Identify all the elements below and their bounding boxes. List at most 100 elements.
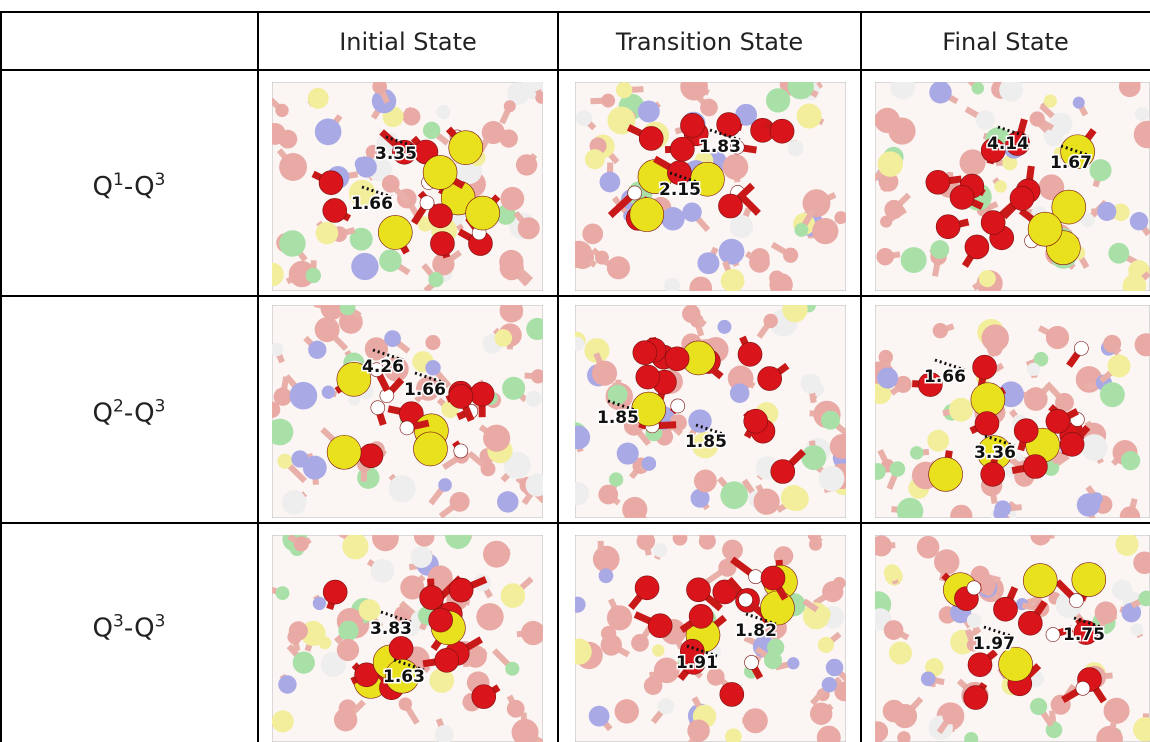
- atom: [293, 652, 315, 674]
- atom: [788, 73, 814, 99]
- atom: [821, 411, 840, 430]
- superscript: 3: [113, 612, 124, 632]
- atom: [340, 300, 356, 316]
- atom: [897, 498, 924, 525]
- atom: [608, 385, 628, 405]
- atom: [699, 533, 716, 550]
- atom: [315, 317, 340, 342]
- atom: [942, 708, 958, 724]
- atom: [816, 606, 831, 621]
- atom: [371, 559, 395, 583]
- atom: [653, 543, 667, 557]
- atom: [505, 662, 519, 676]
- atom: [767, 639, 784, 656]
- label-text: -Q: [124, 614, 155, 644]
- atom: [622, 497, 647, 522]
- atom: [936, 215, 960, 239]
- atom: [1046, 628, 1060, 642]
- atom: [582, 223, 603, 244]
- atom: [973, 355, 997, 379]
- atom: [420, 196, 434, 210]
- atom: [636, 365, 660, 389]
- row-label: Q3-Q3: [93, 612, 166, 644]
- atom: [337, 639, 359, 661]
- atom: [1115, 533, 1138, 556]
- atom: [502, 377, 525, 400]
- atom: [260, 263, 284, 287]
- atom: [290, 382, 318, 410]
- atom: [682, 202, 701, 221]
- molecule-image: 4.14 1.67: [873, 72, 1150, 302]
- atom: [423, 155, 457, 189]
- distance-label: 4.14: [987, 134, 1029, 154]
- superscript: 3: [155, 397, 166, 417]
- atom: [967, 581, 981, 595]
- row-label: Q1-Q3: [93, 170, 166, 202]
- atom: [744, 409, 768, 433]
- atom: [472, 685, 496, 709]
- atom: [867, 721, 888, 742]
- atom: [890, 74, 915, 99]
- atom: [565, 241, 592, 268]
- bond: [264, 263, 272, 275]
- atom: [1060, 432, 1084, 456]
- atom: [438, 478, 452, 492]
- atom: [787, 140, 803, 156]
- atom: [744, 655, 758, 669]
- atom: [950, 185, 974, 209]
- atom: [987, 341, 1002, 356]
- atom: [929, 81, 952, 104]
- atom: [967, 613, 982, 628]
- atom: [501, 583, 526, 608]
- atom: [403, 108, 421, 126]
- atom: [593, 551, 609, 567]
- distance-label: 1.67: [1050, 153, 1092, 173]
- atom: [687, 720, 709, 742]
- atom: [500, 129, 518, 147]
- atom: [1095, 601, 1117, 623]
- atom: [910, 446, 923, 459]
- molecule-image: 1.821.91: [566, 517, 854, 742]
- atom: [648, 614, 672, 638]
- atom: [359, 599, 381, 621]
- atom: [664, 277, 680, 293]
- atom: [567, 426, 591, 450]
- atom: [601, 634, 622, 655]
- atom: [277, 454, 292, 469]
- atom: [890, 461, 906, 477]
- atom: [601, 94, 615, 108]
- atom: [723, 154, 749, 180]
- atom: [738, 342, 762, 366]
- column-header: Initial State: [339, 28, 477, 56]
- atom: [389, 475, 416, 502]
- atom: [589, 706, 610, 727]
- distance-label: 1.85: [597, 408, 639, 428]
- molecule-image: 1.971.75: [861, 525, 1150, 742]
- atom: [921, 671, 936, 686]
- atom: [313, 597, 326, 610]
- atom: [1076, 681, 1090, 695]
- distance-label: 1.66: [351, 194, 393, 214]
- atom: [1100, 382, 1125, 407]
- atom: [766, 88, 790, 112]
- atom: [428, 272, 443, 287]
- atom: [869, 463, 886, 480]
- atom: [423, 122, 440, 139]
- atom: [972, 82, 984, 94]
- atom: [425, 360, 440, 375]
- atom: [965, 235, 989, 259]
- atom: [638, 100, 660, 122]
- atom: [1044, 128, 1063, 147]
- atom: [665, 347, 689, 371]
- atom: [1130, 212, 1148, 230]
- atom: [566, 482, 589, 505]
- atom: [476, 603, 503, 630]
- atom: [994, 180, 1006, 192]
- atom: [801, 445, 826, 470]
- atom: [884, 620, 904, 640]
- atom: [481, 461, 496, 476]
- atom: [599, 568, 614, 583]
- atom: [877, 367, 898, 388]
- atom: [1030, 111, 1045, 126]
- label-text: Q: [93, 172, 113, 202]
